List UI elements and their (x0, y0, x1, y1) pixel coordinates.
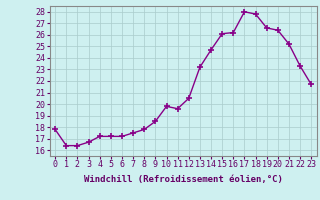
X-axis label: Windchill (Refroidissement éolien,°C): Windchill (Refroidissement éolien,°C) (84, 175, 283, 184)
